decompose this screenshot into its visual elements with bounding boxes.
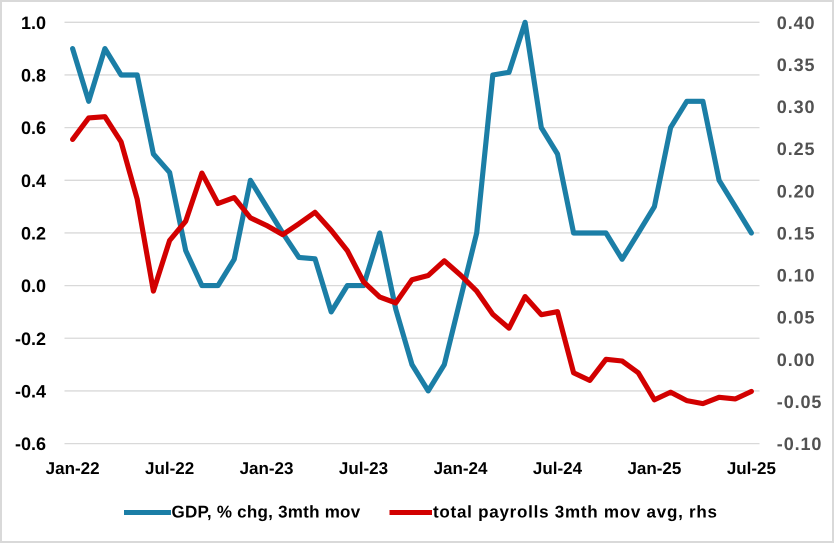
svg-text:0.0: 0.0 xyxy=(21,276,46,296)
svg-text:Jan-23: Jan-23 xyxy=(240,459,294,478)
svg-text:0.05: 0.05 xyxy=(777,308,816,328)
svg-text:0.20: 0.20 xyxy=(777,181,816,201)
svg-text:0.10: 0.10 xyxy=(777,266,816,286)
svg-text:0.6: 0.6 xyxy=(21,118,46,138)
svg-text:Jan-24: Jan-24 xyxy=(434,459,488,478)
svg-text:Jan-22: Jan-22 xyxy=(46,459,100,478)
svg-text:GDP, % chg, 3mth mov: GDP, % chg, 3mth mov xyxy=(172,503,361,522)
svg-text:-0.4: -0.4 xyxy=(15,381,46,401)
svg-text:0.35: 0.35 xyxy=(777,55,816,75)
svg-text:-0.05: -0.05 xyxy=(777,392,823,412)
svg-text:0.00: 0.00 xyxy=(777,350,816,370)
svg-text:Jul-25: Jul-25 xyxy=(727,459,776,478)
svg-text:-0.10: -0.10 xyxy=(777,434,823,454)
svg-text:0.15: 0.15 xyxy=(777,223,816,243)
svg-text:0.40: 0.40 xyxy=(777,13,816,33)
svg-text:0.25: 0.25 xyxy=(777,139,816,159)
svg-text:1.0: 1.0 xyxy=(21,13,46,33)
svg-text:Jul-23: Jul-23 xyxy=(339,459,388,478)
svg-text:Jul-24: Jul-24 xyxy=(533,459,583,478)
svg-text:0.30: 0.30 xyxy=(777,97,816,117)
svg-text:-0.6: -0.6 xyxy=(15,434,46,454)
svg-text:0.8: 0.8 xyxy=(21,65,46,85)
svg-text:0.4: 0.4 xyxy=(21,171,46,191)
svg-text:0.2: 0.2 xyxy=(21,223,46,243)
svg-text:total payrolls 3mth mov avg, r: total payrolls 3mth mov avg, rhs xyxy=(433,503,718,522)
svg-text:Jul-22: Jul-22 xyxy=(145,459,194,478)
svg-text:Jan-25: Jan-25 xyxy=(627,459,681,478)
svg-text:-0.2: -0.2 xyxy=(15,329,46,349)
